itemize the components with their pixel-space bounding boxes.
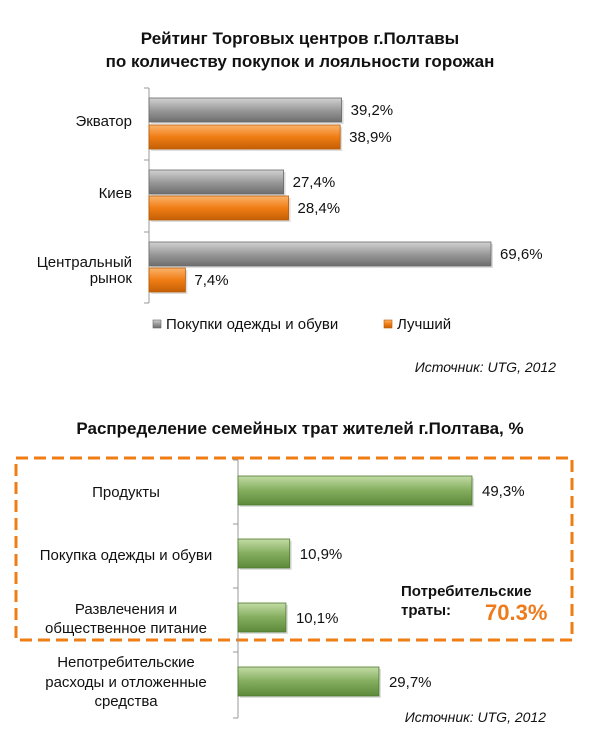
annotation-label-line2: траты: (401, 602, 451, 619)
chart2-bar (237, 666, 380, 697)
chart1-legend-swatch (152, 319, 162, 329)
chart1-source: Источник: UTG, 2012 (415, 359, 556, 375)
chart1-data-label: 39,2% (351, 102, 394, 119)
chart2-source: Источник: UTG, 2012 (405, 709, 546, 725)
chart1-category-label-line: Центральный (37, 254, 132, 271)
chart1-legend-label: Лучший (397, 316, 451, 333)
chart2-category-label-line: средства (94, 693, 158, 710)
chart1-category-label: Центральный рынок (37, 254, 133, 287)
chart1-data-label: 38,9% (349, 129, 392, 146)
chart2-category-label-line: расходы и отложенные (45, 674, 207, 691)
chart1-legend-swatch (383, 319, 393, 329)
chart1-bar (148, 267, 186, 293)
chart2-category-label: Непотребительские расходы и отложенные сре… (45, 654, 207, 710)
chart1-data-label: 27,4% (293, 174, 336, 191)
chart2-category-label-line: Непотребительские (57, 654, 195, 671)
chart2-bar (237, 475, 473, 506)
chart2-data-label: 10,1% (296, 610, 339, 627)
chart2-data-label: 10,9% (300, 546, 343, 563)
chart2-category-label: Развлечения и общественное питание (45, 601, 207, 637)
chart2-data-label: 29,7% (389, 674, 432, 691)
chart1-data-label: 69,6% (500, 246, 543, 263)
chart1-data-label: 28,4% (298, 200, 341, 217)
chart2-data-label: 49,3% (482, 483, 525, 500)
chart2-category-label-line: Продукты (92, 484, 160, 501)
chart2-category-label: Покупка одежды и обуви (40, 547, 213, 564)
chart2-category-label-line: Развлечения и (75, 601, 177, 618)
chart1-legend-label: Покупки одежды и обуви (166, 316, 338, 333)
chart1-category-label: Экватор (75, 113, 132, 130)
spending-highlight-frame (14, 456, 574, 642)
chart1-title-line2: по количеству покупок и лояльности горож… (105, 52, 495, 71)
chart1-data-label: 7,4% (194, 272, 228, 289)
chart2-bar (237, 602, 287, 633)
chart1-bar (148, 97, 343, 123)
chart2-category-label-line: общественное питание (45, 620, 207, 637)
chart1-bar (148, 195, 289, 221)
annotation-label-line1: Потребительские (401, 583, 532, 600)
chart1-bar (148, 124, 341, 150)
chart1-category-label-line: Экватор (75, 113, 132, 130)
chart1-category-label: Киев (99, 185, 132, 202)
chart2-bar (237, 538, 291, 569)
chart2-category-label: Продукты (92, 484, 160, 501)
chart2-title: Распределение семейных трат жителей г.По… (76, 419, 524, 438)
chart1-category-label-line: Киев (99, 185, 132, 202)
chart1-bar (148, 241, 492, 267)
chart1-bar (148, 169, 285, 195)
chart1-category-label-line: рынок (90, 270, 133, 287)
chart2-category-label-line: Покупка одежды и обуви (40, 547, 213, 564)
annotation-value: 70.3% (485, 600, 547, 625)
chart1-title-line1: Рейтинг Торговых центров г.Полтавы (140, 29, 460, 48)
